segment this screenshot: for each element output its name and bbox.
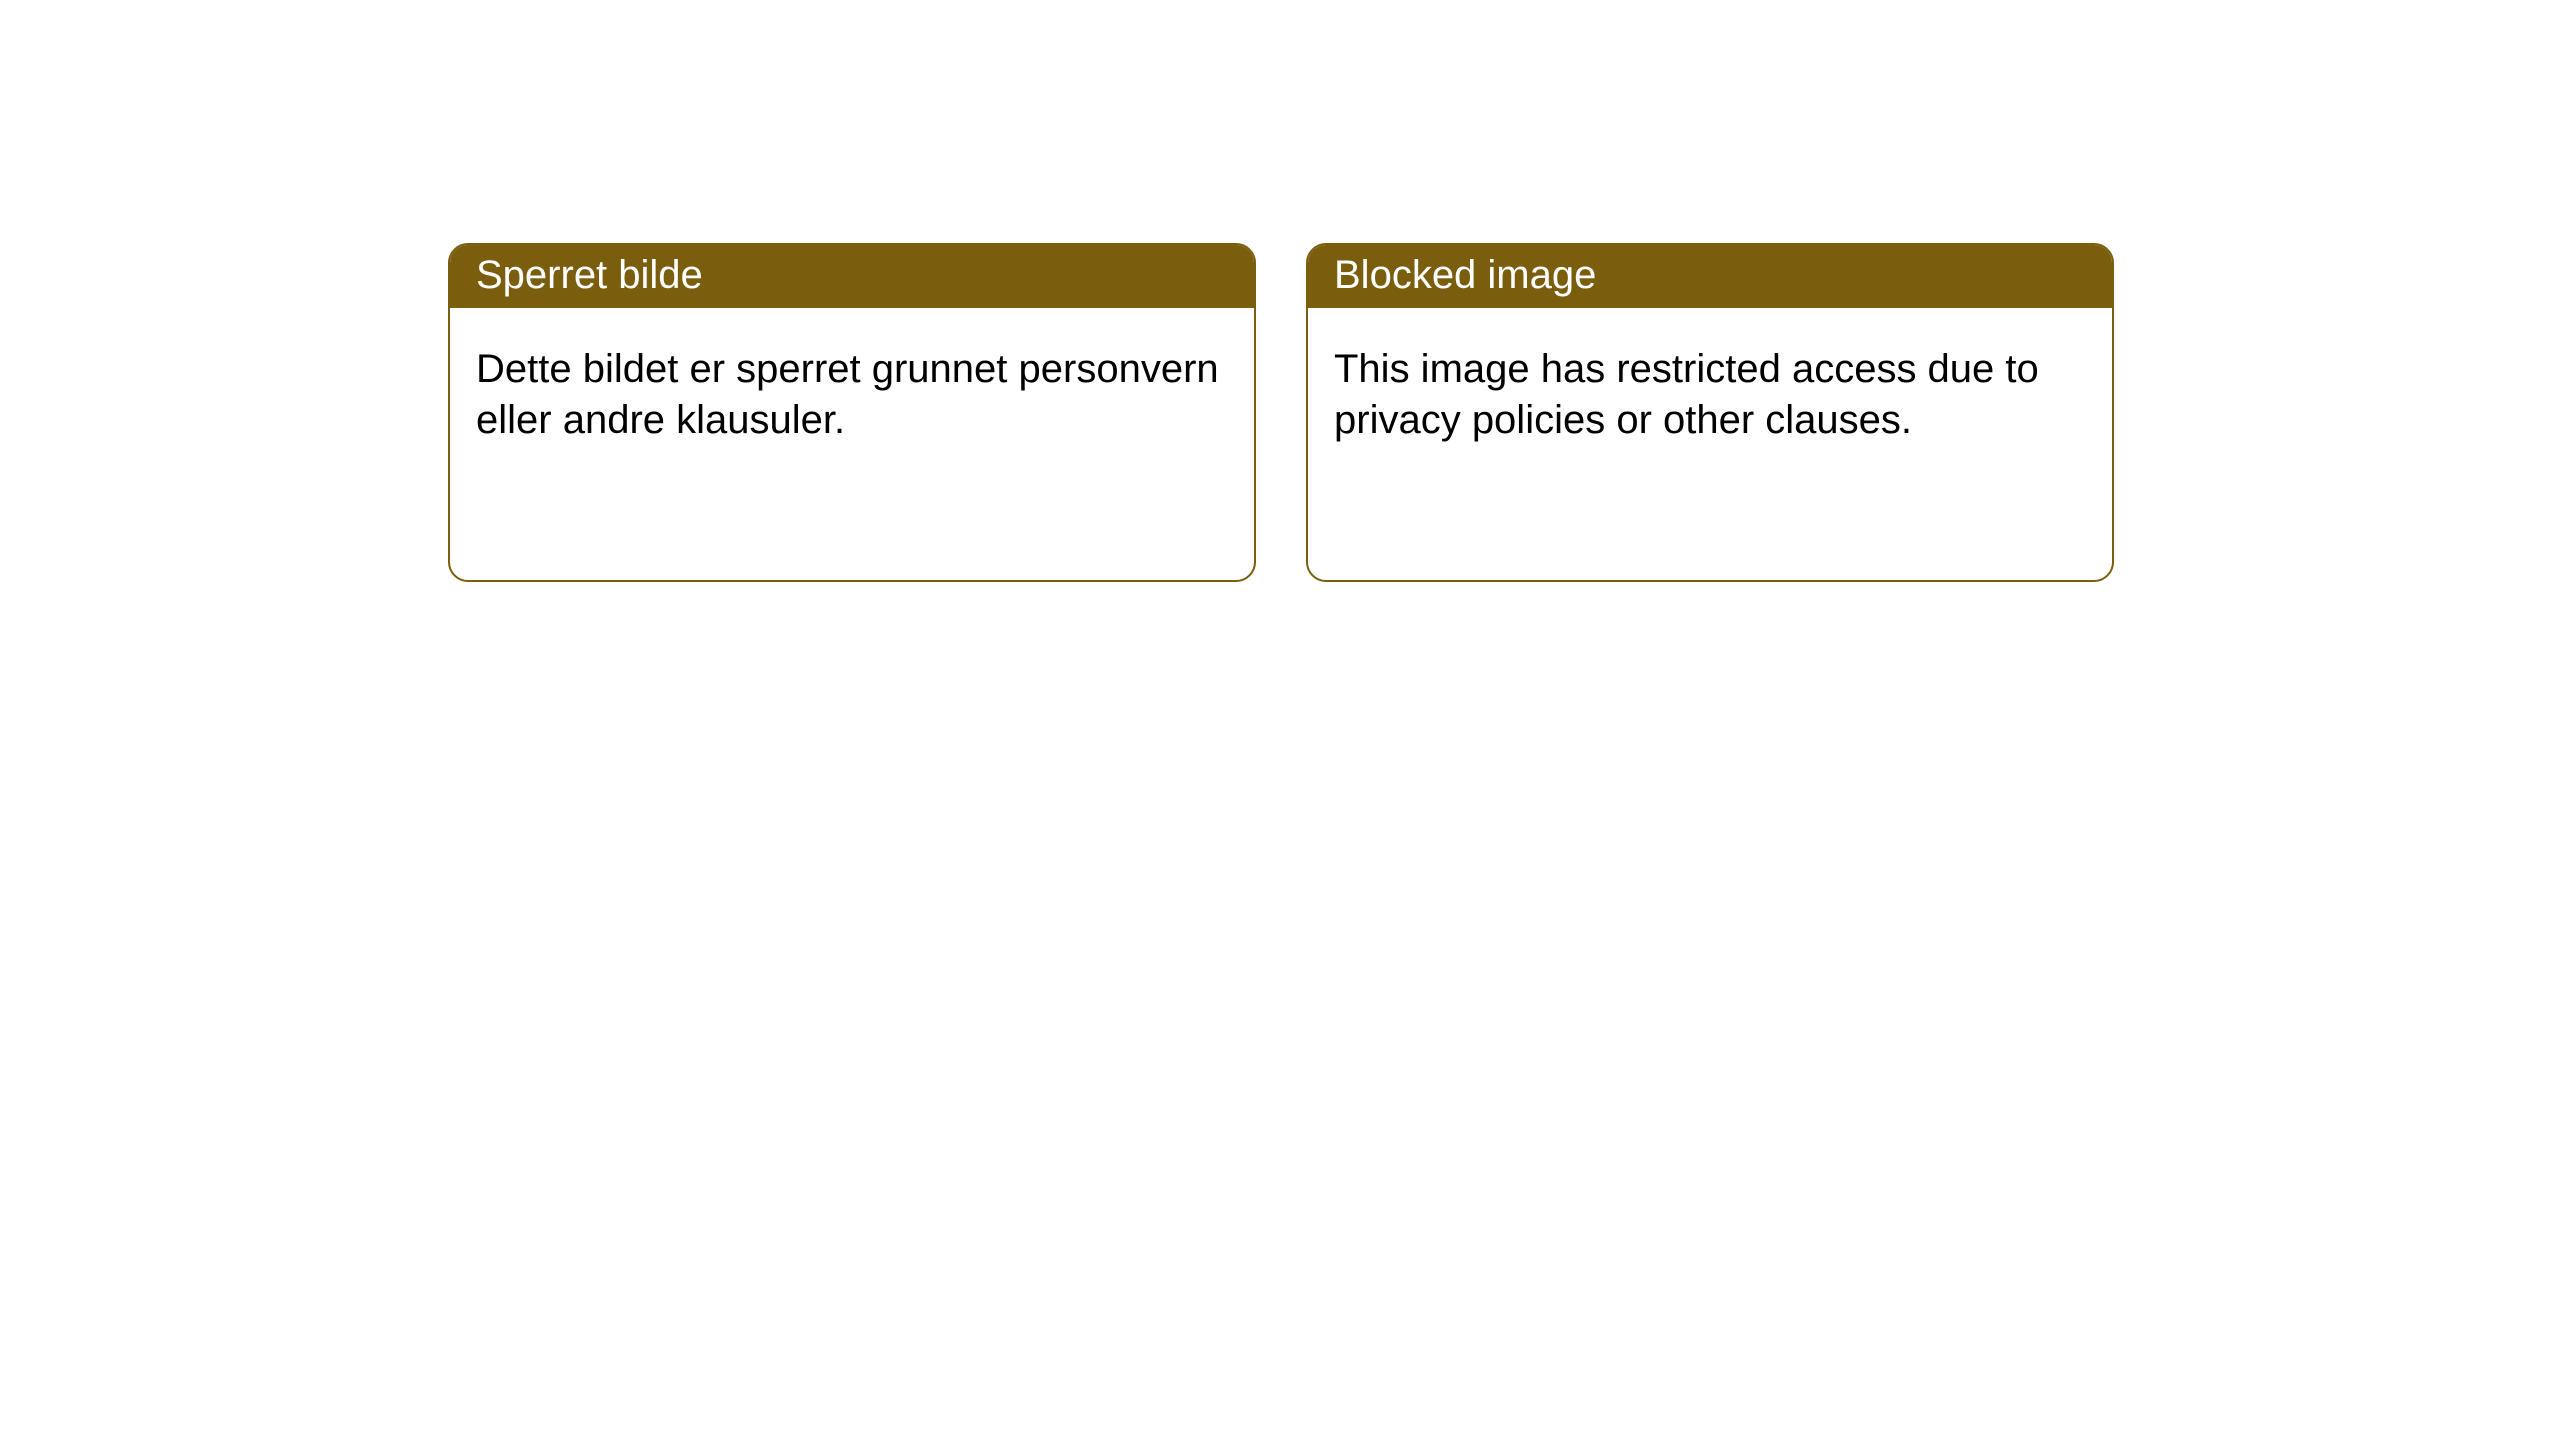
blocked-image-card-norwegian: Sperret bilde Dette bildet er sperret gr… [448, 243, 1256, 582]
card-body-text: This image has restricted access due to … [1334, 347, 2039, 442]
card-header: Blocked image [1308, 245, 2112, 308]
card-body: This image has restricted access due to … [1308, 308, 2112, 472]
card-body-text: Dette bildet er sperret grunnet personve… [476, 347, 1219, 442]
card-title: Sperret bilde [476, 253, 703, 297]
card-body: Dette bildet er sperret grunnet personve… [450, 308, 1254, 472]
blocked-image-card-english: Blocked image This image has restricted … [1306, 243, 2114, 582]
card-title: Blocked image [1334, 253, 1596, 297]
card-header: Sperret bilde [450, 245, 1254, 308]
notice-cards-container: Sperret bilde Dette bildet er sperret gr… [0, 0, 2560, 582]
